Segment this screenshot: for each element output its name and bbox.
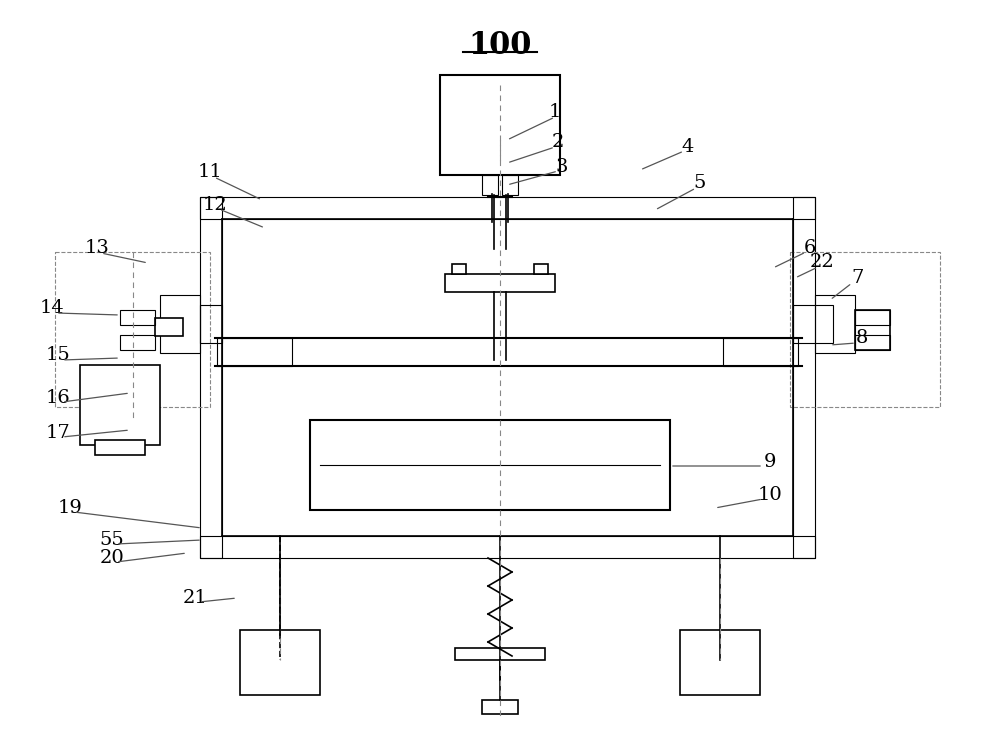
Bar [855, 335, 890, 350]
Bar [200, 197, 815, 219]
Text: 10: 10 [758, 486, 782, 504]
Text: 2: 2 [552, 133, 564, 151]
Bar [217, 338, 292, 366]
Bar [815, 295, 855, 353]
Bar [160, 295, 200, 353]
Bar [793, 305, 833, 343]
Bar [855, 310, 890, 325]
Bar [855, 310, 890, 350]
Bar [502, 175, 518, 195]
Text: 55: 55 [100, 531, 124, 549]
Bar [217, 338, 292, 366]
Bar [200, 197, 815, 219]
Bar [200, 197, 222, 558]
Bar [200, 305, 222, 343]
Bar [310, 420, 670, 510]
Text: 14: 14 [40, 299, 64, 317]
Bar [440, 75, 560, 175]
Text: 8: 8 [856, 329, 868, 347]
Bar [445, 274, 555, 292]
Text: 4: 4 [682, 138, 694, 156]
Bar [452, 264, 466, 274]
Text: 1: 1 [549, 103, 561, 121]
Bar [200, 197, 222, 558]
Text: 16: 16 [46, 389, 70, 407]
Text: 100: 100 [468, 30, 532, 61]
Bar [95, 440, 145, 455]
Text: 22: 22 [810, 253, 834, 271]
Bar [534, 264, 548, 274]
Text: 9: 9 [764, 453, 776, 471]
Text: 13: 13 [85, 239, 109, 257]
Bar [723, 338, 798, 366]
Text: 6: 6 [804, 239, 816, 257]
Bar [482, 700, 518, 714]
Text: 15: 15 [46, 346, 70, 364]
Bar [120, 335, 155, 350]
Bar [200, 536, 815, 558]
Bar [155, 318, 183, 336]
Text: 17: 17 [46, 424, 70, 442]
Bar [855, 310, 890, 325]
Bar [680, 630, 760, 695]
Bar [815, 295, 855, 353]
Bar [120, 335, 155, 350]
Bar [120, 310, 155, 325]
Bar [482, 175, 498, 195]
Text: 12: 12 [203, 196, 227, 214]
Bar [793, 197, 815, 558]
Text: 19: 19 [58, 499, 82, 517]
Bar [160, 295, 200, 353]
Bar [455, 648, 545, 660]
Bar [200, 536, 815, 558]
Bar [120, 310, 155, 325]
Bar [240, 630, 320, 695]
Bar [502, 175, 518, 195]
Text: 7: 7 [852, 269, 864, 287]
Bar [855, 335, 890, 350]
Text: 3: 3 [556, 158, 568, 176]
Text: 11: 11 [198, 163, 222, 181]
Text: 20: 20 [100, 549, 124, 567]
Text: 21: 21 [183, 589, 207, 607]
Bar [482, 175, 498, 195]
Bar [80, 365, 160, 445]
Bar [200, 305, 222, 343]
Bar [55, 252, 210, 407]
Text: 5: 5 [694, 174, 706, 192]
Bar [793, 305, 833, 343]
Bar [793, 197, 815, 558]
Bar [790, 252, 940, 407]
Bar [723, 338, 798, 366]
